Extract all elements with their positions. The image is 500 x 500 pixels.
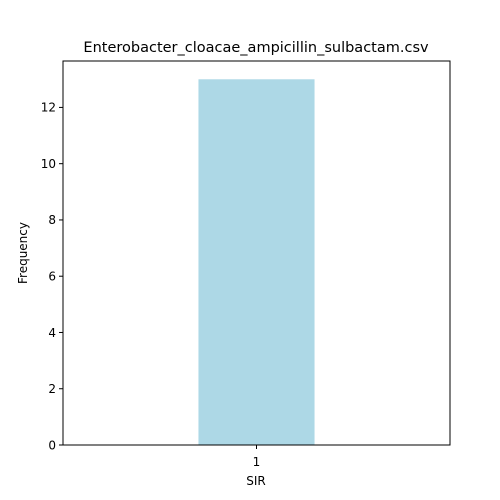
y-tick-label: 10 <box>41 157 56 171</box>
x-axis: 1 <box>253 445 261 469</box>
y-tick-label: 12 <box>41 101 56 115</box>
y-axis-label: Frequency <box>16 222 30 284</box>
bar-1 <box>198 79 315 445</box>
bars-group <box>198 79 315 445</box>
y-tick-label: 8 <box>48 213 56 227</box>
y-tick-label: 0 <box>48 438 56 452</box>
y-tick-label: 4 <box>48 326 56 340</box>
chart-title: Enterobacter_cloacae_ampicillin_sulbacta… <box>83 40 429 56</box>
x-axis-label: SIR <box>246 474 266 488</box>
y-axis: 0 2 4 6 8 10 12 <box>41 101 63 452</box>
y-tick-label: 2 <box>48 382 56 396</box>
x-tick-label: 1 <box>253 455 261 469</box>
y-tick-label: 6 <box>48 270 56 284</box>
